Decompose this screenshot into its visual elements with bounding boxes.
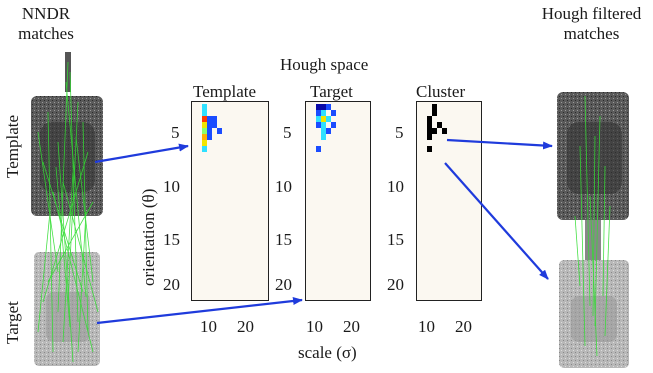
hough-cell bbox=[427, 116, 432, 122]
hough-cell bbox=[202, 140, 207, 146]
cluster-hough-panel bbox=[416, 101, 482, 301]
y-tick: 10 bbox=[163, 177, 180, 196]
nndr-match-image bbox=[28, 52, 108, 368]
hough-cell bbox=[432, 128, 437, 134]
hough-cell bbox=[202, 110, 207, 116]
x-axis-label: scale (σ) bbox=[298, 343, 357, 362]
hough-cell bbox=[331, 122, 336, 128]
hough-cell bbox=[437, 122, 442, 128]
template-panel-title: Template bbox=[193, 82, 257, 101]
hough-cell bbox=[326, 116, 331, 122]
y-axis-label: orientation (θ) bbox=[139, 188, 158, 286]
hough-cell bbox=[326, 104, 331, 110]
filtered-car-graphic bbox=[557, 92, 629, 368]
template-to-hough-arrow bbox=[94, 143, 189, 164]
hough-cell bbox=[316, 116, 321, 122]
hough-cell bbox=[321, 104, 326, 110]
y-tick: 15 bbox=[275, 230, 292, 249]
hough-cell bbox=[427, 134, 432, 140]
hough-cell bbox=[321, 128, 326, 134]
hough-cell bbox=[212, 122, 217, 128]
hough-cell bbox=[207, 122, 212, 128]
hough-cell bbox=[212, 116, 217, 122]
hough-cell bbox=[202, 146, 207, 152]
hough-cell bbox=[202, 128, 207, 134]
x-tick: 20 bbox=[343, 317, 360, 336]
nndr-title: NNDR matches bbox=[18, 4, 74, 43]
hough-cell bbox=[321, 116, 326, 122]
hough-cell bbox=[427, 122, 432, 128]
y-tick: 15 bbox=[387, 230, 404, 249]
y-tick: 10 bbox=[387, 177, 404, 196]
y-tick: 10 bbox=[275, 177, 292, 196]
hough-cell bbox=[316, 110, 321, 116]
y-tick: 5 bbox=[283, 123, 292, 142]
y-tick: 20 bbox=[275, 275, 292, 294]
hough-cell bbox=[432, 110, 437, 116]
hough-cell bbox=[326, 128, 331, 134]
y-tick: 20 bbox=[163, 275, 180, 294]
hough-cell bbox=[217, 128, 222, 134]
y-tick: 5 bbox=[171, 123, 180, 142]
hough-cell bbox=[316, 104, 321, 110]
hough-cell bbox=[202, 134, 207, 140]
hough-cell bbox=[432, 104, 437, 110]
target-hough-panel bbox=[305, 101, 371, 301]
y-tick: 15 bbox=[163, 230, 180, 249]
hough-cell bbox=[321, 110, 326, 116]
hough-space-title: Hough space bbox=[280, 55, 369, 74]
y-tick: 5 bbox=[395, 123, 404, 142]
hough-cell bbox=[316, 146, 321, 152]
hough-cell bbox=[321, 122, 326, 128]
hough-cell bbox=[321, 134, 326, 140]
hough-cell bbox=[442, 128, 447, 134]
hough-filtered-title: Hough filtered matches bbox=[541, 4, 642, 43]
hough-cell bbox=[207, 128, 212, 134]
hough-cell bbox=[331, 110, 336, 116]
hough-cell bbox=[202, 104, 207, 110]
hough-cell bbox=[316, 122, 321, 128]
hough-cell bbox=[427, 128, 432, 134]
x-tick: 10 bbox=[418, 317, 435, 336]
target-panel-title: Target bbox=[310, 82, 353, 101]
hough-cell bbox=[207, 134, 212, 140]
template-hough-panel bbox=[191, 101, 269, 301]
x-tick: 20 bbox=[237, 317, 254, 336]
x-tick: 10 bbox=[306, 317, 323, 336]
hough-cell bbox=[202, 116, 207, 122]
template-side-label: Template bbox=[3, 114, 22, 178]
target-side-label: Target bbox=[3, 301, 22, 344]
x-tick: 20 bbox=[455, 317, 472, 336]
y-tick: 20 bbox=[387, 275, 404, 294]
hough-cell bbox=[427, 146, 432, 152]
hough-filtered-match-image bbox=[555, 56, 635, 368]
cluster-panel-title: Cluster bbox=[416, 82, 466, 101]
hough-cell bbox=[207, 116, 212, 122]
x-tick: 10 bbox=[200, 317, 217, 336]
nndr-car-graphic bbox=[31, 52, 103, 366]
hough-cell bbox=[202, 122, 207, 128]
